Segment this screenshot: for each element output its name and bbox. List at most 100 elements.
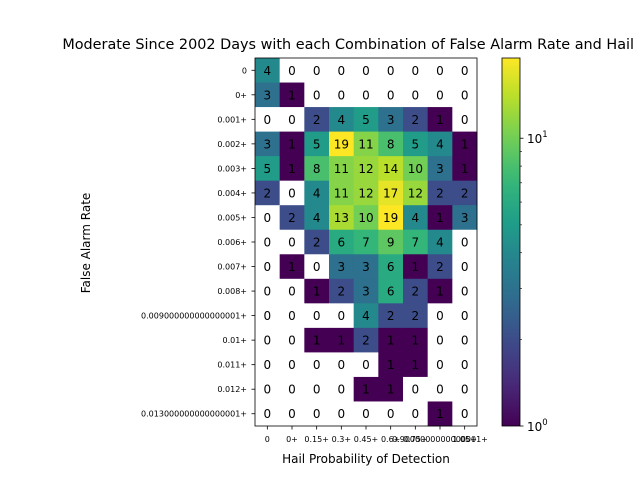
heatmap-cell: [353, 180, 379, 206]
heatmap-cell: [452, 180, 478, 206]
heatmap-cell: [304, 254, 330, 280]
cell-value-label: 0: [338, 309, 346, 323]
heatmap-cell: [378, 352, 404, 378]
cell-value-label: 0: [288, 64, 296, 78]
heatmap-cells: [255, 58, 478, 427]
y-tick-label: 0.009000000000000001+: [141, 312, 247, 321]
heatmap-cell: [427, 376, 453, 402]
heatmap-cell: [304, 376, 330, 402]
cell-value-label: 0: [338, 64, 346, 78]
heatmap-cell: [452, 131, 478, 157]
cell-value-label: 0: [338, 88, 346, 102]
heatmap-cell: [353, 254, 379, 280]
heatmap-cell: [279, 82, 305, 108]
heatmap-cell: [452, 82, 478, 108]
cell-value-label: 4: [436, 137, 444, 151]
cell-value-label: 1: [436, 285, 444, 299]
cell-value-label: 4: [338, 113, 346, 127]
cell-value-label: 1: [288, 260, 296, 274]
cell-value-label: 0: [412, 383, 420, 397]
heatmap-cell: [255, 107, 281, 132]
heatmap-cell: [452, 401, 478, 427]
cell-value-label: 10: [358, 211, 373, 225]
heatmap-cell: [304, 156, 330, 182]
cell-value-label: 8: [387, 137, 395, 151]
heatmap-cell: [255, 229, 281, 255]
heatmap-cell: [279, 376, 305, 402]
cell-value-label: 1: [412, 334, 420, 348]
heatmap-cell: [255, 82, 281, 108]
heatmap-cell: [427, 303, 453, 329]
cell-value-label: 4: [362, 309, 370, 323]
heatmap-cell: [403, 376, 429, 402]
cell-value-label: 10: [408, 162, 423, 176]
cell-value-label: 3: [264, 88, 272, 102]
cell-value-label: 3: [461, 211, 469, 225]
heatmap-cell: [378, 156, 404, 182]
cell-value-label: 4: [412, 211, 420, 225]
heatmap-cell: [329, 327, 355, 353]
cell-value-label: 0: [461, 285, 469, 299]
heatmap-cell: [427, 107, 453, 132]
heatmap-cell: [452, 352, 478, 378]
y-tick-label: 0.004+: [217, 189, 247, 198]
cell-value-label: 0: [461, 88, 469, 102]
heatmap-cell: [353, 278, 379, 304]
cell-value-label: 0: [313, 383, 321, 397]
cell-value-label: 0: [288, 358, 296, 372]
y-axis-label: False Alarm Rate: [79, 193, 93, 294]
heatmap-cell: [329, 376, 355, 402]
x-tick-label: 0.45+: [354, 435, 379, 444]
cell-value-label: 0: [264, 236, 272, 250]
cell-value-label: 5: [412, 137, 420, 151]
heatmap-cell: [329, 254, 355, 280]
cell-value-label: 0: [313, 260, 321, 274]
heatmap-cell: [279, 58, 305, 83]
heatmap-cell: [329, 401, 355, 427]
heatmap-cell: [329, 352, 355, 378]
cell-value-label: 6: [338, 236, 346, 250]
heatmap-cell: [329, 156, 355, 182]
heatmap-cell: [255, 131, 281, 157]
heatmap-cell: [427, 82, 453, 108]
y-tick-label: 0.001+: [217, 115, 247, 124]
cell-value-label: 0: [436, 64, 444, 78]
cell-value-label: 1: [436, 407, 444, 421]
heatmap-cell: [452, 58, 478, 83]
cell-value-label: 1: [288, 137, 296, 151]
cell-value-label: 0: [387, 88, 395, 102]
heatmap-cell: [427, 131, 453, 157]
cell-value-label: 4: [436, 236, 444, 250]
cell-value-label: 1: [412, 260, 420, 274]
y-tick-label: 0: [242, 66, 247, 75]
heatmap-cell: [329, 82, 355, 108]
heatmap-cell: [304, 131, 330, 157]
cell-value-label: 4: [313, 186, 321, 200]
cell-value-label: 1: [461, 162, 469, 176]
heatmap-cell: [378, 58, 404, 83]
x-tick-label: 1.05+: [452, 435, 477, 444]
cell-value-label: 0: [338, 358, 346, 372]
heatmap-cell: [452, 107, 478, 132]
heatmap-cell: [304, 278, 330, 304]
cell-value-label: 1: [338, 334, 346, 348]
cell-value-label: 12: [358, 162, 373, 176]
cell-value-label: 2: [461, 186, 469, 200]
heatmap-cell: [353, 401, 379, 427]
cell-value-label: 3: [338, 260, 346, 274]
heatmap-cell: [353, 205, 379, 231]
cell-value-label: 0: [436, 88, 444, 102]
cell-value-label: 9: [387, 236, 395, 250]
cell-value-label: 2: [362, 334, 370, 348]
heatmap-cell: [329, 205, 355, 231]
cell-value-label: 14: [383, 162, 398, 176]
heatmap-cell: [378, 401, 404, 427]
heatmap-cell: [329, 107, 355, 132]
cell-value-label: 0: [461, 260, 469, 274]
cell-value-label: 12: [358, 186, 373, 200]
cell-value-label: 1: [288, 88, 296, 102]
cell-value-label: 0: [313, 358, 321, 372]
cell-value-label: 6: [387, 260, 395, 274]
cell-value-label: 3: [362, 260, 370, 274]
